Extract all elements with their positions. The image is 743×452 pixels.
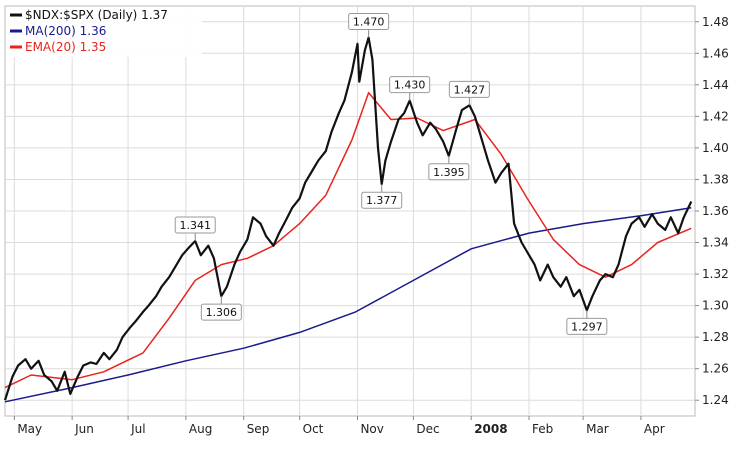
y-tick-label: 1.36: [702, 204, 729, 218]
annotation-callout: 1.430: [389, 76, 431, 101]
y-axis: 1.24 1.26 1.28 1.30 1.32 1.34 1.36 1.38 1.40 1.42…: [695, 15, 729, 407]
annotation-label: 1.430: [394, 79, 426, 92]
legend-background: [6, 7, 202, 57]
x-tick-label: 2008: [474, 422, 507, 436]
annotation-label: 1.470: [353, 16, 385, 29]
y-tick-label: 1.32: [702, 267, 729, 281]
y-tick-label: 1.46: [702, 46, 729, 60]
legend-entry: MA(200) 1.36: [25, 24, 106, 38]
series-line-0: [3, 36, 693, 401]
annotation-box: [389, 76, 431, 94]
annotation-callout: 1.341: [174, 216, 216, 241]
x-tick-label: Jul: [130, 422, 145, 436]
y-tick-label: 1.30: [702, 299, 729, 313]
legend-entry: $NDX:$SPX (Daily) 1.37: [25, 8, 168, 22]
series-line-1: [4, 207, 692, 403]
x-axis: May Jun Jul Aug Sep Oct Nov Dec 2008 Feb Mar Apr: [13, 416, 665, 436]
x-tick-label: Nov: [360, 422, 383, 436]
y-tick-label: 1.26: [702, 362, 729, 376]
y-tick-label: 1.42: [702, 109, 729, 123]
annotation-callout: 1.377: [361, 184, 403, 209]
annotation-label: 1.427: [454, 83, 486, 96]
x-tick-label: Sep: [247, 422, 270, 436]
y-tick-label: 1.40: [702, 141, 729, 155]
annotation-label: 1.377: [366, 194, 398, 207]
annotation-callout: 1.306: [200, 296, 242, 321]
annotation-label: 1.395: [433, 166, 465, 179]
annotation-callout: 1.470: [348, 13, 390, 38]
y-tick-label: 1.28: [702, 330, 729, 344]
annotation-box: [174, 216, 216, 234]
annotation-box: [200, 303, 242, 321]
y-tick-label: 1.38: [702, 172, 729, 186]
x-tick-label: Feb: [532, 422, 553, 436]
y-tick-label: 1.44: [702, 78, 729, 92]
annotation-callout: 1.427: [448, 80, 490, 106]
annotation-box: [428, 163, 470, 181]
x-tick-label: Apr: [644, 422, 665, 436]
annotation-box: [348, 13, 390, 31]
y-tick-label: 1.24: [702, 393, 729, 407]
annotation-callout: 1.297: [566, 310, 608, 335]
x-tick-label: Aug: [189, 422, 212, 436]
grid: [5, 6, 695, 416]
series-line-2: [4, 91, 692, 389]
annotation-box: [361, 191, 403, 209]
series-layer: [3, 36, 693, 403]
annotation-box: [448, 80, 490, 98]
x-tick-label: May: [17, 422, 42, 436]
annotation-label: 1.306: [206, 306, 238, 319]
legend-entry: EMA(20) 1.35: [25, 40, 106, 54]
legend: $NDX:$SPX (Daily) 1.37 MA(200) 1.36 EMA(20…: [6, 7, 202, 57]
x-tick-label: Jun: [74, 422, 94, 436]
annotation-label: 1.297: [571, 320, 603, 333]
annotation-layer: 1.470 1.430 1.427 1.341 1.377 1.395 1.306 1.297: [174, 13, 608, 335]
y-tick-label: 1.48: [702, 15, 729, 29]
x-tick-label: Dec: [416, 422, 439, 436]
x-tick-label: Mar: [586, 422, 609, 436]
annotation-label: 1.341: [179, 219, 211, 232]
y-tick-label: 1.34: [702, 236, 729, 250]
x-tick-label: Oct: [303, 422, 324, 436]
annotation-callout: 1.395: [428, 155, 470, 181]
annotation-box: [566, 317, 608, 335]
